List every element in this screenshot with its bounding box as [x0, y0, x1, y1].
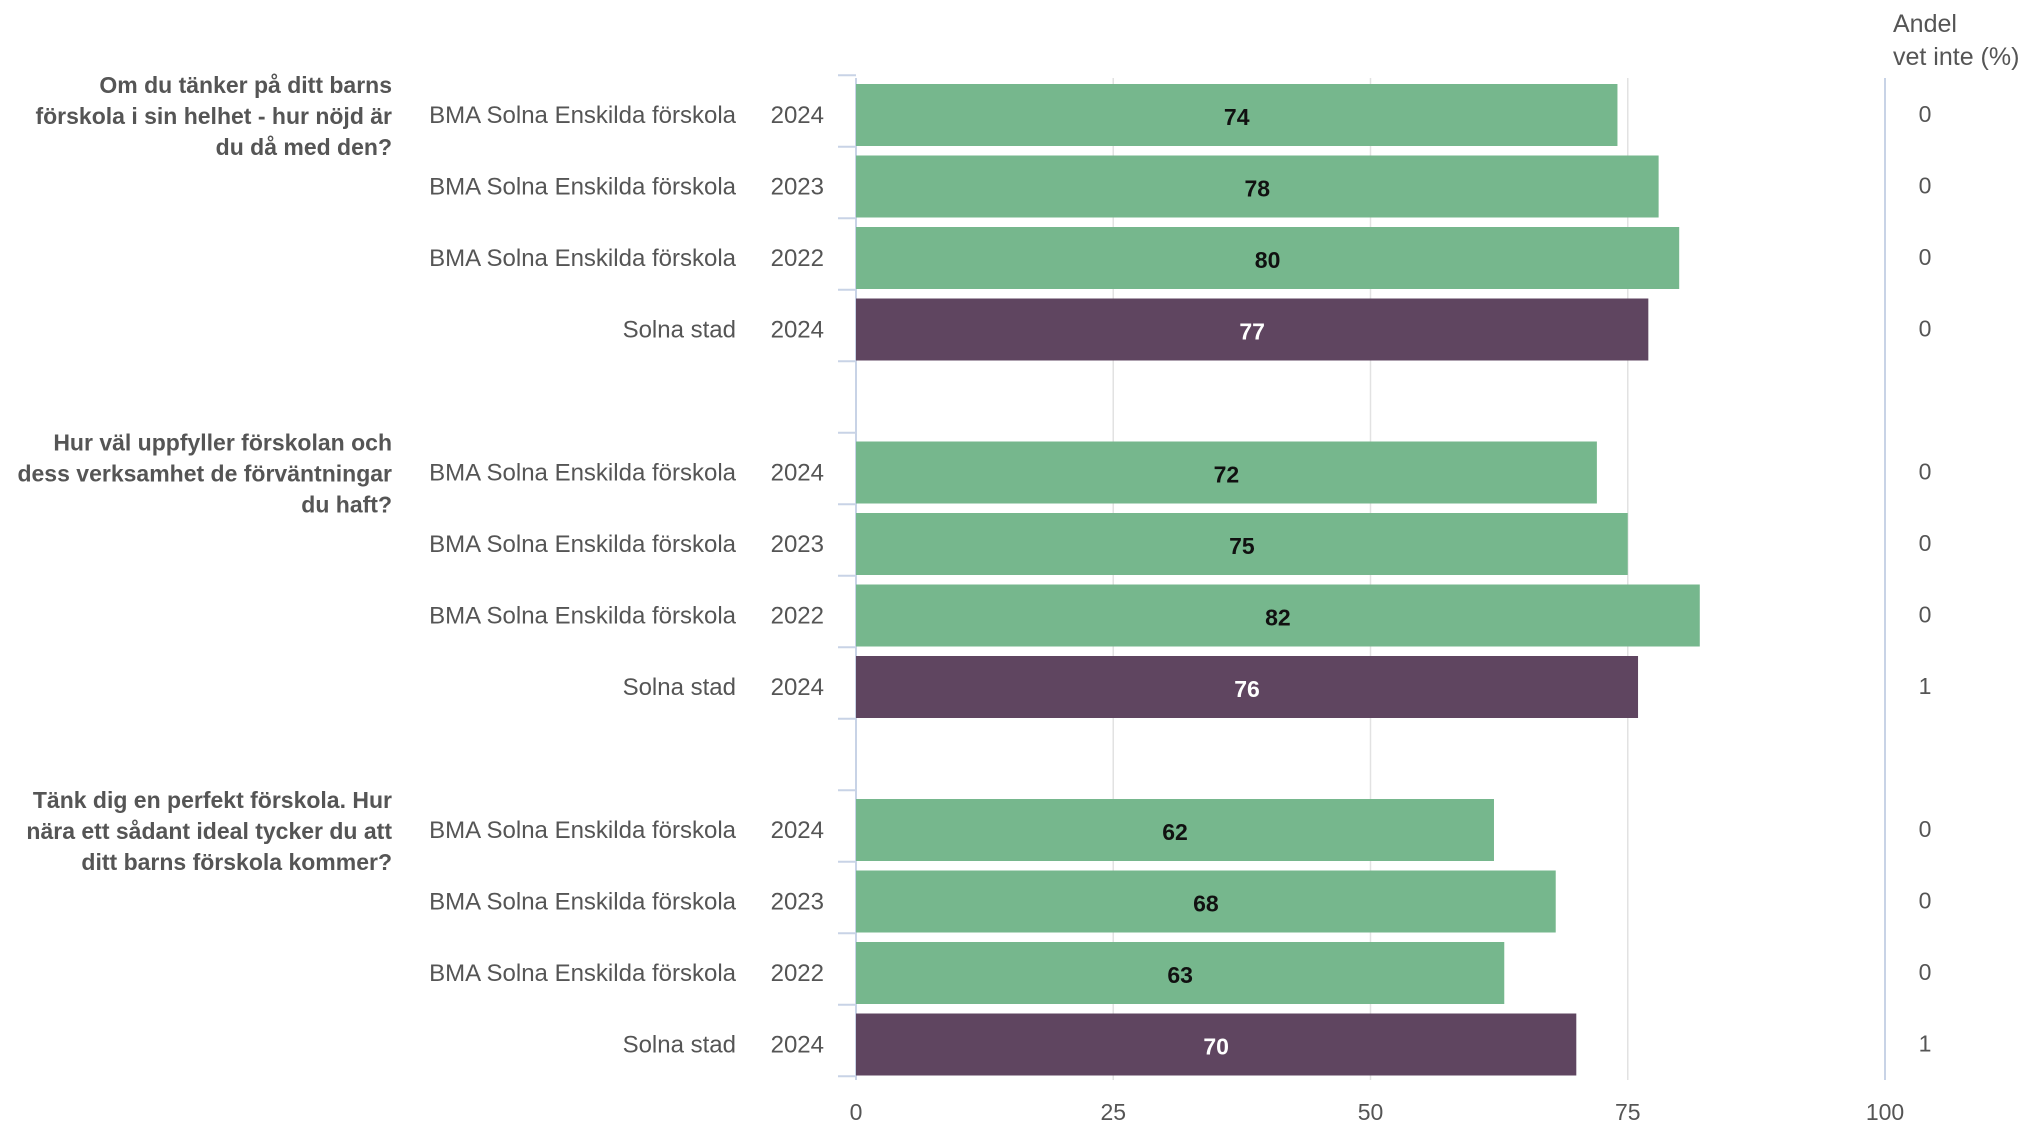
row-unit-label: BMA Solna Enskilda förskola — [429, 531, 736, 558]
bar — [856, 298, 1649, 361]
row-unit-label: Solna stad — [623, 1032, 736, 1059]
bar — [856, 227, 1680, 289]
row-unit-label: BMA Solna Enskilda förskola — [429, 603, 736, 630]
bar-value-label: 68 — [1193, 891, 1219, 917]
row-unit-label: BMA Solna Enskilda förskola — [429, 889, 736, 916]
vet-inte-value: 0 — [1919, 530, 1932, 556]
vet-inte-value: 0 — [1919, 888, 1932, 914]
vet-inte-value: 0 — [1919, 602, 1932, 628]
vet-inte-value: 0 — [1919, 101, 1932, 127]
bar — [856, 656, 1639, 718]
vet-inte-value: 0 — [1919, 173, 1932, 199]
bar-value-label: 78 — [1245, 176, 1271, 202]
bar-value-label: 76 — [1234, 676, 1260, 702]
row-year-label: 2024 — [771, 317, 824, 344]
vet-inte-value: 0 — [1919, 459, 1932, 485]
bar-value-label: 70 — [1203, 1034, 1229, 1060]
x-tick-label: 50 — [1358, 1099, 1384, 1123]
bar — [856, 799, 1494, 861]
row-year-label: 2022 — [771, 245, 824, 272]
bar — [856, 441, 1597, 504]
row-year-label: 2022 — [771, 603, 824, 630]
row-year-label: 2024 — [771, 817, 824, 844]
row-unit-label: Solna stad — [623, 317, 736, 344]
question-label: Tänk dig en perfekt förskola. Hur — [33, 787, 392, 813]
bar-value-label: 72 — [1214, 462, 1240, 488]
question-label: du då med den? — [216, 134, 392, 160]
bar-value-label: 82 — [1265, 605, 1291, 631]
x-tick-label: 25 — [1100, 1099, 1126, 1123]
question-label: dess verksamhet de förväntningar — [17, 461, 392, 487]
question-label: du haft? — [301, 492, 392, 518]
question-label: ditt barns förskola kommer? — [81, 849, 392, 875]
bar-value-label: 74 — [1224, 104, 1250, 130]
question-label: Hur väl uppfyller förskolan och — [53, 430, 392, 456]
row-unit-label: BMA Solna Enskilda förskola — [429, 174, 736, 201]
vet-inte-value: 0 — [1919, 959, 1932, 985]
bar — [856, 84, 1618, 146]
row-unit-label: BMA Solna Enskilda förskola — [429, 817, 736, 844]
question-label: förskola i sin helhet - hur nöjd är — [35, 103, 392, 129]
question-label: nära ett sådant ideal tycker du att — [26, 818, 392, 844]
row-year-label: 2024 — [771, 460, 824, 487]
row-year-label: 2024 — [771, 102, 824, 129]
x-tick-label: 100 — [1866, 1099, 1904, 1123]
vet-inte-value: 0 — [1919, 244, 1932, 270]
row-unit-label: Solna stad — [623, 674, 736, 701]
row-unit-label: BMA Solna Enskilda förskola — [429, 960, 736, 987]
bar — [856, 942, 1505, 1004]
x-tick-label: 75 — [1615, 1099, 1641, 1123]
bar-value-label: 77 — [1239, 319, 1265, 345]
vet-inte-value: 0 — [1919, 816, 1932, 842]
bar — [856, 1013, 1577, 1076]
x-tick-label: 0 — [850, 1099, 863, 1123]
vet-inte-value: 1 — [1919, 673, 1932, 699]
bar — [856, 584, 1700, 647]
bar-value-label: 62 — [1162, 819, 1188, 845]
bar — [856, 870, 1556, 933]
row-year-label: 2024 — [771, 674, 824, 701]
row-unit-label: BMA Solna Enskilda förskola — [429, 245, 736, 272]
bar — [856, 513, 1628, 575]
bar-value-label: 75 — [1229, 533, 1255, 559]
vet-inte-header: vet inte (%) — [1893, 43, 2019, 71]
row-unit-label: BMA Solna Enskilda förskola — [429, 460, 736, 487]
vet-inte-value: 1 — [1919, 1031, 1932, 1057]
vet-inte-header: Andel — [1893, 10, 1957, 38]
row-year-label: 2024 — [771, 1032, 824, 1059]
row-unit-label: BMA Solna Enskilda förskola — [429, 102, 736, 129]
row-year-label: 2023 — [771, 889, 824, 916]
vet-inte-value: 0 — [1919, 316, 1932, 342]
bar-value-label: 80 — [1255, 247, 1281, 273]
question-label: Om du tänker på ditt barns — [99, 72, 392, 98]
row-year-label: 2023 — [771, 531, 824, 558]
row-year-label: 2023 — [771, 174, 824, 201]
bar-value-label: 63 — [1167, 962, 1193, 988]
bar — [856, 155, 1659, 218]
row-year-label: 2022 — [771, 960, 824, 987]
